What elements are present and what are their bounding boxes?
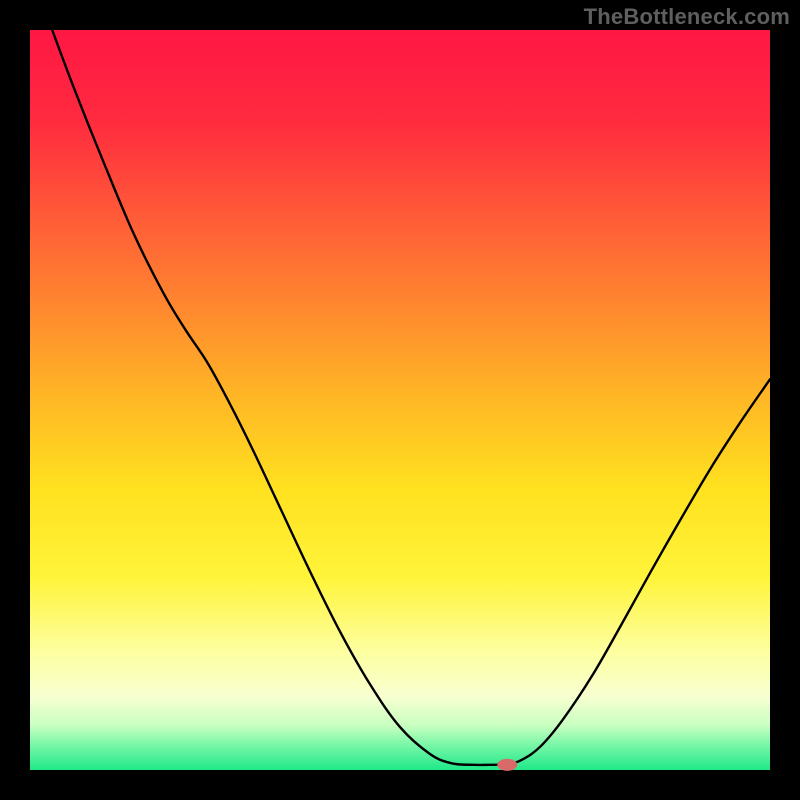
- bottleneck-curve-plot: [0, 0, 800, 800]
- gradient-field: [30, 30, 770, 770]
- watermark-text: TheBottleneck.com: [584, 4, 790, 30]
- optimal-point-marker: [497, 759, 517, 771]
- chart-stage: TheBottleneck.com: [0, 0, 800, 800]
